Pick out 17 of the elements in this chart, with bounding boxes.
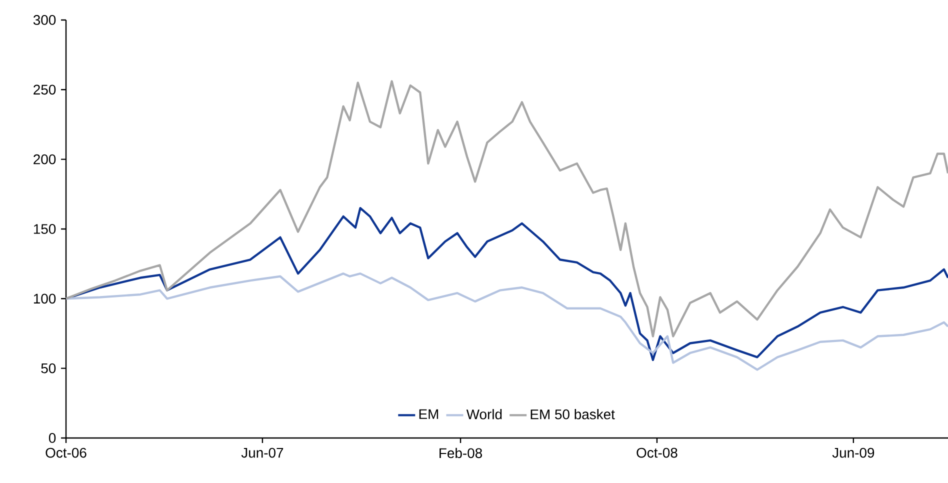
x-tick-label: Oct-06	[46, 448, 86, 458]
y-tick-label: 150	[34, 224, 56, 234]
y-tick-label: 0	[48, 433, 56, 443]
line-series	[64, 272, 948, 371]
legend-label: EM	[419, 409, 438, 419]
y-tick-label: 250	[34, 84, 56, 95]
y-tick-label: 100	[34, 294, 56, 304]
x-tick-label: Oct-08	[636, 448, 678, 458]
y-tick-label: 50	[41, 363, 56, 374]
x-tick-label: Feb-08	[440, 448, 482, 458]
x-tick-label: Jun-09	[832, 448, 874, 458]
y-tick-label: 200	[34, 154, 56, 164]
legend-label: World	[466, 409, 502, 420]
legend-label: EM 50 basket	[530, 409, 615, 420]
y-tick-label: 300	[33, 15, 56, 25]
line-series	[64, 80, 948, 338]
x-tick-label: Jun-07	[241, 448, 284, 458]
